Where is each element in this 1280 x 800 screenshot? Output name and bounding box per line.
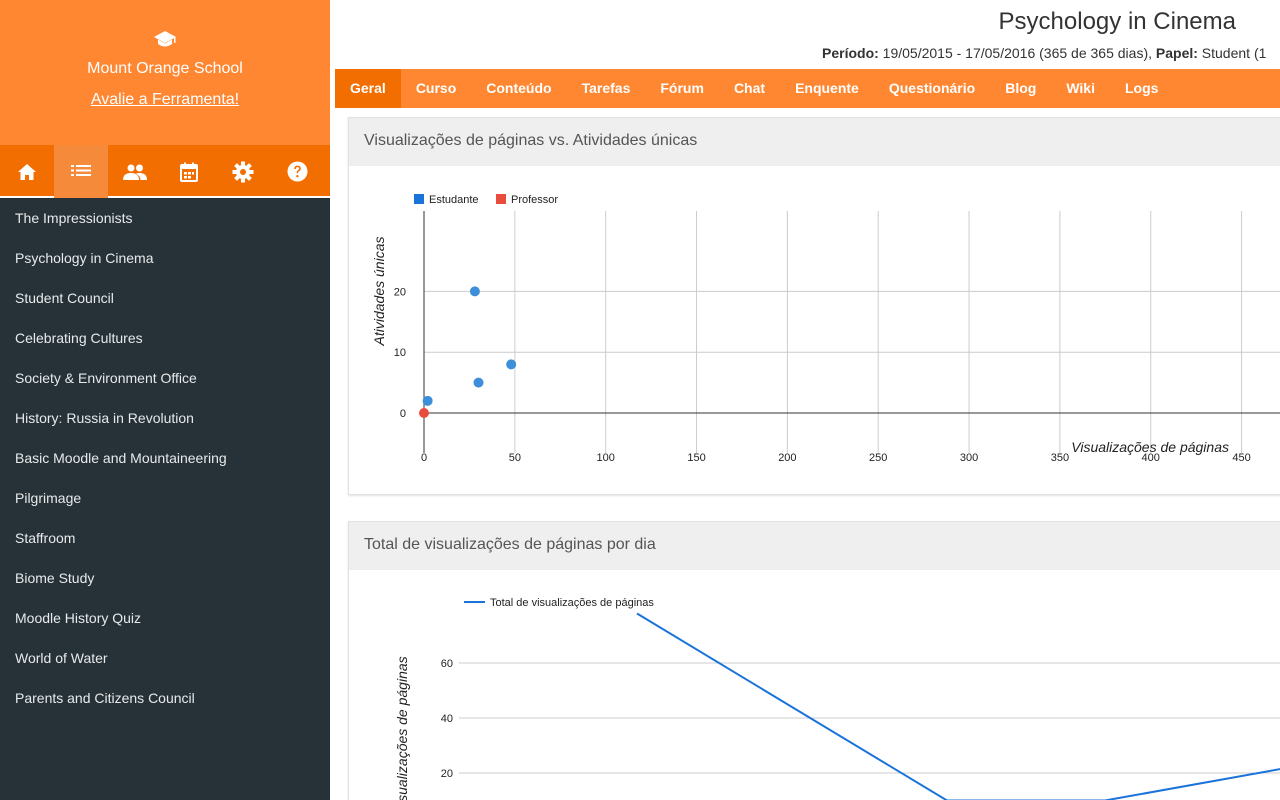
tab-forum[interactable]: Fórum [660,80,704,96]
series-line [636,612,1280,800]
period-info: Período: 19/05/2015 - 17/05/2016 (365 de… [822,45,1266,61]
help-icon [287,161,307,182]
tab-questionario[interactable]: Questionário [888,80,976,96]
line-chart: 20 40 60 Total de visualizações de páginas i… [394,597,1280,800]
y-tick-label: 0 [400,408,406,420]
course-item[interactable]: Pilgrimage [15,490,82,506]
home-icon [18,163,36,180]
line-panel-title: Total de visualizações de páginas por di… [349,522,1280,570]
graduation-cap-icon [154,31,176,47]
x-tick-label: 400 [1142,452,1160,464]
data-point [422,395,433,406]
report-nav-tabs: Geral Curso Conteúdo Tarefas Fórum Chat Enquen… [335,69,1280,108]
sidebar: Mount Orange School Avalie a Ferramenta! [0,0,330,800]
y-tick-label: 40 [441,713,453,725]
course-item[interactable]: Student Council [15,290,114,306]
x-tick-label: 450 [1232,452,1250,464]
tab-logs[interactable]: Logs [1124,80,1159,96]
course-item[interactable]: Biome Study [15,570,95,586]
scatter-panel-title: Visualizações de páginas vs. Atividades … [349,118,1280,166]
x-axis-title: Visualizações de páginas [1071,439,1229,455]
legend-swatch [414,194,424,204]
x-tick-label: 0 [421,452,427,464]
gear-icon [232,161,254,182]
tab-enquente[interactable]: Enquente [795,80,859,96]
period-value: 19/05/2015 - 17/05/2016 (365 de 365 dias… [882,45,1152,61]
y-tick-label: 20 [394,286,406,298]
calendar-icon [180,162,198,182]
tab-wiki[interactable]: Wiki [1066,80,1095,96]
tab-curso[interactable]: Curso [415,80,457,96]
x-tick-label: 150 [687,452,705,464]
x-tick-label: 100 [597,452,615,464]
course-item[interactable]: Staffroom [15,530,76,546]
legend-swatch [496,194,506,204]
x-tick-label: 50 [509,452,521,464]
participants-button[interactable] [108,145,162,198]
course-item[interactable]: Society & Environment Office [15,370,197,386]
legend-label: Total de visualizações de páginas [490,597,654,609]
course-list: The Impressionists Psychology in Cinema St… [0,198,330,719]
tab-tarefas[interactable]: Tarefas [581,80,631,96]
rate-tool-link[interactable]: Avalie a Ferramenta! [90,91,240,108]
course-item[interactable]: Basic Moodle and Mountaineering [15,450,227,466]
home-button[interactable] [0,145,54,198]
course-item[interactable]: Psychology in Cinema [15,250,154,266]
line-chart-panel: Total de visualizações de páginas por di… [348,521,1280,800]
help-button[interactable] [270,145,324,198]
course-item[interactable]: Moodle History Quiz [15,610,142,626]
y-axis-title: Atividades únicas [371,237,387,347]
course-item[interactable]: Celebrating Cultures [15,330,143,346]
courses-list-button[interactable] [54,145,108,198]
x-tick-label: 300 [960,452,978,464]
role-value: Student (1 [1201,45,1267,61]
x-tick-label: 250 [869,452,887,464]
scatter-chart-panel: Visualizações de páginas vs. Atividades … [348,117,1280,495]
calendar-button[interactable] [162,145,216,198]
tab-blog[interactable]: Blog [1005,80,1037,96]
data-point [419,408,429,418]
brand-header: Mount Orange School Avalie a Ferramenta! [0,0,330,145]
tab-conteudo[interactable]: Conteúdo [486,80,552,96]
data-point [473,377,484,388]
x-tick-label: 350 [1051,452,1069,464]
course-item[interactable]: History: Russia in Revolution [15,410,194,426]
period-label: Período: [822,45,879,61]
tab-chat[interactable]: Chat [733,80,766,96]
y-tick-label: 60 [441,658,453,670]
legend-label: Estudante [429,194,479,206]
course-item[interactable]: Parents and Citizens Council [15,690,195,706]
y-axis-title: isualizações de páginas [394,656,410,800]
scatter-chart: 0 50 100 150 200 250 300 350 400 450 0 10 20 Estudant… [371,194,1280,464]
x-tick-label: 200 [778,452,796,464]
course-item[interactable]: The Impressionists [15,210,133,226]
page-title: Psychology in Cinema [998,8,1236,35]
y-tick-label: 10 [394,347,406,359]
tab-geral[interactable]: Geral [335,69,401,108]
course-item[interactable]: World of Water [15,650,108,666]
data-point [506,359,517,370]
people-icon [123,164,147,180]
role-label: Papel: [1155,45,1198,61]
school-name: Mount Orange School [87,60,243,77]
sidebar-icon-bar [0,145,330,198]
y-tick-label: 20 [441,768,453,780]
list-icon [71,164,91,176]
settings-button[interactable] [216,145,270,198]
data-point [469,286,480,297]
legend-label: Professor [511,194,558,206]
